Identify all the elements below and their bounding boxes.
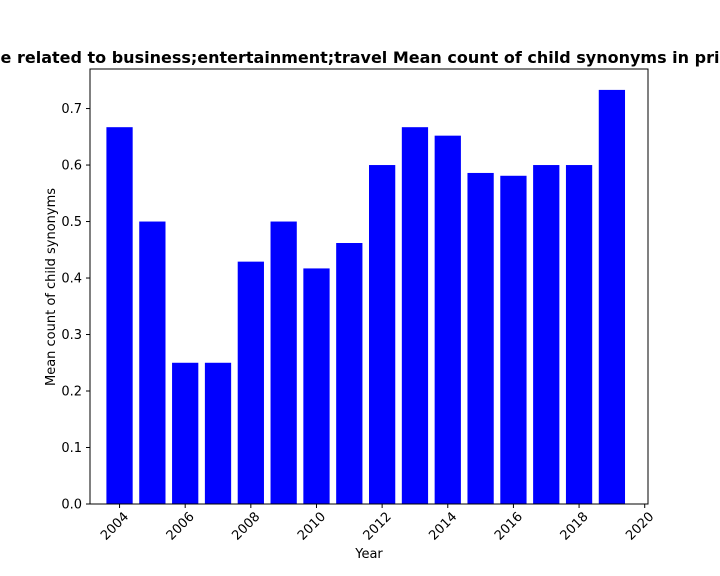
y-tick-label: 0.2 xyxy=(61,385,82,400)
bar-2014 xyxy=(434,135,461,504)
plot-frame xyxy=(89,68,649,505)
bar-2016 xyxy=(500,175,527,505)
x-tick-label: 2020 xyxy=(623,510,657,544)
y-tick-label: 0.3 xyxy=(61,328,82,343)
bar-2010 xyxy=(303,268,330,504)
bar-2018 xyxy=(565,165,593,505)
y-axis: 0.0 0.1 0.2 0.3 0.4 0.5 0.6 0.7 xyxy=(61,102,90,513)
y-tick-label: 0.7 xyxy=(61,102,82,117)
x-tick-label: 2010 xyxy=(295,510,329,544)
bar-2013 xyxy=(401,127,429,505)
y-tick-label: 0.5 xyxy=(61,215,82,230)
bar-2007 xyxy=(204,362,232,504)
bar-2006 xyxy=(172,362,199,504)
y-tick-label: 0.4 xyxy=(61,272,82,287)
bars-group xyxy=(106,89,626,505)
chart-title: e related to business;entertainment;trav… xyxy=(1,48,720,67)
x-tick-label: 2006 xyxy=(164,510,198,544)
bar-2019 xyxy=(598,89,626,505)
x-tick-label: 2008 xyxy=(229,510,263,544)
x-tick-label: 2018 xyxy=(558,510,592,544)
bar-2015 xyxy=(467,172,494,504)
y-tick-label: 0.1 xyxy=(61,441,82,456)
y-tick-label: 0.6 xyxy=(61,159,82,174)
x-tick-label: 2012 xyxy=(361,510,395,544)
bar-2009 xyxy=(270,221,297,504)
bar-2012 xyxy=(369,165,396,505)
x-axis: 2004 2006 2008 2010 2012 2014 2016 2018 2020 xyxy=(98,504,657,544)
x-axis-label: Year xyxy=(354,547,383,562)
x-tick-label: 2004 xyxy=(98,510,132,544)
y-axis-label: Mean count of child synonyms xyxy=(44,188,59,386)
bar-2008 xyxy=(237,261,264,504)
bar-2005 xyxy=(139,221,166,504)
x-tick-label: 2016 xyxy=(492,510,526,544)
y-tick-label: 0.0 xyxy=(61,498,82,513)
bar-2011 xyxy=(336,243,363,504)
bar-2004 xyxy=(106,127,133,505)
x-tick-label: 2014 xyxy=(426,510,460,544)
bar-2017 xyxy=(533,165,560,505)
